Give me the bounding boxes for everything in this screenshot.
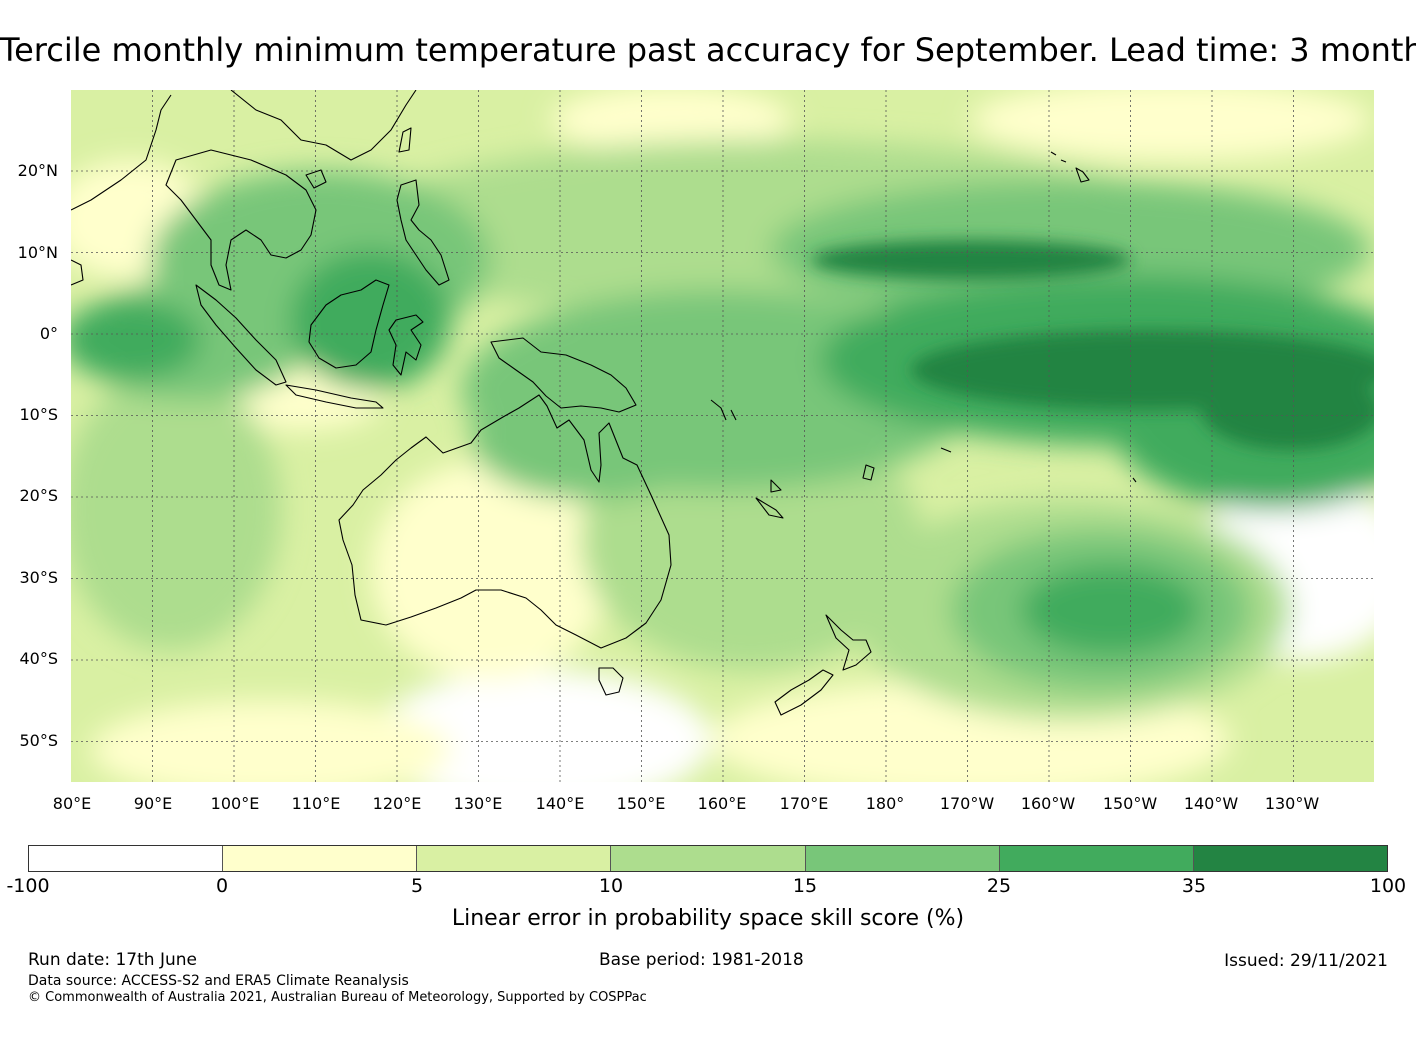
latitude-label: 30°S <box>19 568 58 587</box>
indochina-landmass-icon <box>165 149 317 291</box>
longitude-label: 170°E <box>779 794 829 813</box>
borneo-landmass-icon <box>308 279 390 369</box>
new-guinea-landmass-icon <box>490 337 637 413</box>
colorbar-segment <box>1193 846 1387 871</box>
java-landmass-icon <box>285 384 384 409</box>
run-date: Run date: 17th June <box>28 950 197 970</box>
colorbar <box>28 845 1388 872</box>
colorbar-tick: 5 <box>410 875 424 897</box>
colorbar-tick: -100 <box>6 875 50 897</box>
longitude-label: 150°W <box>1102 794 1158 813</box>
latitude-label: 0° <box>39 324 58 343</box>
australia-landmass-icon <box>338 394 672 649</box>
latitude-label: 10°S <box>19 405 58 424</box>
issued-date: Issued: 29/11/2021 <box>1224 951 1388 971</box>
longitude-label: 80°E <box>52 794 92 813</box>
longitude-label: 120°E <box>372 794 422 813</box>
tasmania-landmass-icon <box>598 667 624 696</box>
longitude-label: 170°W <box>939 794 995 813</box>
colorbar-tick: 0 <box>215 875 229 897</box>
longitude-label: 140°E <box>535 794 585 813</box>
colorbar-tick: 35 <box>1181 875 1207 897</box>
skill-score-map <box>71 90 1374 782</box>
colorbar-tick: 100 <box>1369 875 1407 897</box>
colorbar-segment <box>29 846 224 871</box>
longitude-label: 100°E <box>210 794 260 813</box>
latitude-label: 40°S <box>19 649 58 668</box>
sulawesi-landmass-icon <box>388 314 424 376</box>
latitude-label: 20°N <box>17 161 58 180</box>
longitude-label: 130°W <box>1264 794 1320 813</box>
latitude-label: 10°N <box>17 243 58 262</box>
hainan-landmass-icon <box>305 169 327 189</box>
longitude-label: 150°E <box>616 794 666 813</box>
sri-lanka-landmass-icon <box>71 259 84 286</box>
philippines-landmass-icon <box>396 179 450 286</box>
colorbar-tick: 10 <box>598 875 624 897</box>
copyright: © Commonwealth of Australia 2021, Austra… <box>28 990 647 1005</box>
map-gridlines <box>71 90 1374 782</box>
pacific-islands-landmass-icon <box>710 399 1137 519</box>
colorbar-tick: 15 <box>792 875 818 897</box>
longitude-label: 160°E <box>697 794 747 813</box>
map-title: Tercile monthly minimum temperature past… <box>0 31 1416 69</box>
colorbar-tick: 25 <box>986 875 1012 897</box>
new-zealand-landmass-icon <box>774 614 872 716</box>
colorbar-segment <box>999 846 1194 871</box>
asia-coast-landmass-icon <box>71 90 417 211</box>
colorbar-segment <box>805 846 1000 871</box>
longitude-label: 90°E <box>133 794 173 813</box>
colorbar-label: Linear error in probability space skill … <box>451 906 965 931</box>
skill-score-field <box>71 90 1374 782</box>
longitude-label: 140°W <box>1183 794 1239 813</box>
longitude-label: 130°E <box>453 794 503 813</box>
latitude-label: 50°S <box>19 731 58 750</box>
longitude-label: 180° <box>865 794 905 813</box>
data-source: Data source: ACCESS-S2 and ERA5 Climate … <box>28 973 409 989</box>
taiwan-landmass-icon <box>398 127 412 153</box>
colorbar-segment <box>223 846 418 871</box>
longitude-label: 160°W <box>1020 794 1076 813</box>
sumatra-landmass-icon <box>195 284 287 386</box>
colorbar-segment <box>417 846 612 871</box>
hawaii-landmass-icon <box>1050 151 1090 183</box>
colorbar-segment <box>611 846 806 871</box>
longitude-label: 110°E <box>291 794 341 813</box>
base-period: Base period: 1981-2018 <box>599 950 804 970</box>
latitude-label: 20°S <box>19 486 58 505</box>
